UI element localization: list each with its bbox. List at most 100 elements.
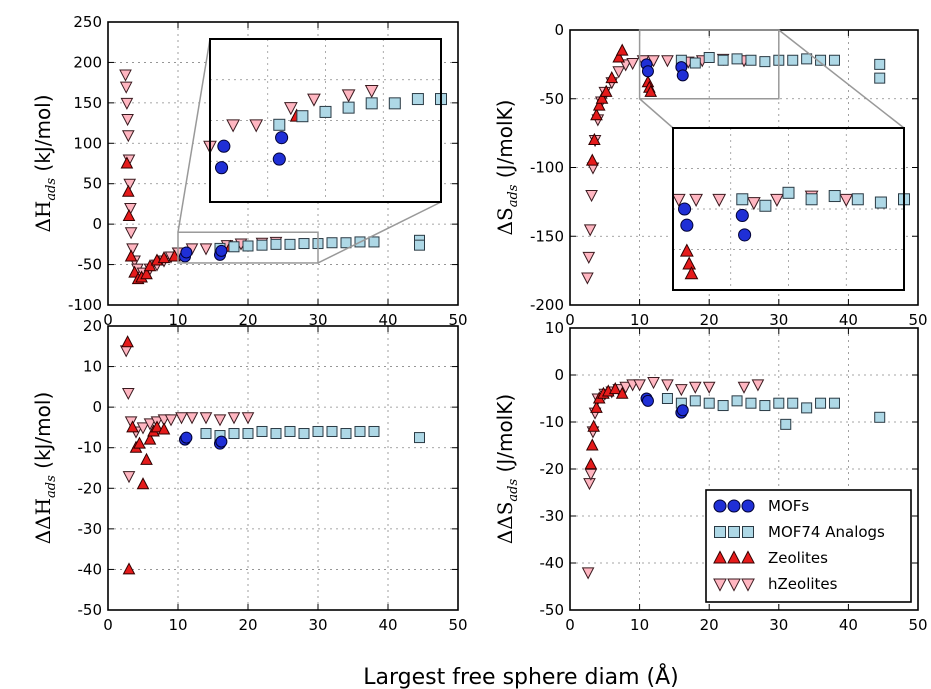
- y-axis-label-unit: (J/molK): [493, 394, 517, 479]
- y-tick-label: -30: [78, 520, 103, 538]
- data-point: [815, 54, 827, 66]
- data-point: [583, 478, 596, 491]
- data-point: [874, 72, 886, 84]
- y-axis-label-unit: (kJ/mol): [31, 392, 55, 475]
- data-point: [615, 386, 629, 399]
- data-point: [731, 395, 743, 407]
- y-axis-label: ΔHads (kJ/mol): [31, 94, 59, 232]
- inset-data-point: [735, 208, 749, 223]
- data-point: [874, 411, 886, 423]
- data-point: [703, 52, 715, 63]
- x-tick-label: 0: [103, 311, 113, 329]
- y-tick-label: 0: [92, 398, 102, 416]
- x-tick-label: 20: [238, 311, 257, 329]
- x-tick-label: 50: [908, 311, 927, 329]
- data-point: [599, 84, 613, 97]
- data-point: [583, 224, 597, 237]
- inset-data-point: [712, 193, 727, 207]
- data-point: [641, 394, 654, 407]
- y-tick-label: -40: [540, 554, 565, 572]
- data-point: [256, 239, 268, 251]
- y-axis-label: ΔΔHads (kJ/mol): [31, 392, 59, 545]
- data-point: [780, 418, 792, 430]
- data-point: [582, 251, 596, 264]
- data-point: [133, 436, 146, 449]
- zoom-connector: [639, 98, 674, 129]
- data-point: [647, 377, 660, 390]
- legend-marker: [713, 499, 727, 513]
- x-tick-label: 10: [630, 311, 649, 329]
- inset-data-point: [217, 139, 231, 153]
- legend-label: MOFs: [768, 497, 809, 515]
- inset-data-point: [365, 97, 378, 110]
- data-point: [180, 246, 193, 259]
- x-tick-label: 50: [908, 616, 927, 634]
- data-point: [340, 428, 352, 440]
- x-tick-label: 30: [769, 311, 788, 329]
- data-point: [676, 69, 689, 82]
- legend-marker: [714, 526, 726, 538]
- y-axis-label-unit: (kJ/mol): [31, 94, 55, 177]
- legend-label: Zeolites: [768, 549, 828, 567]
- legend-marker: [713, 578, 727, 592]
- panel-bottom-left: 0 10 20 30 40 50 -50 -40 -30 -20 -10 0 10 20 ΔΔHads (k…: [31, 317, 468, 634]
- inset-data-point: [679, 243, 694, 257]
- y-tick-label: 250: [73, 13, 102, 31]
- y-tick-label: 150: [73, 94, 102, 112]
- data-point: [717, 400, 729, 412]
- x-tick-label: 40: [839, 616, 858, 634]
- y-axis-label-main: ΔH: [31, 201, 55, 233]
- inset-data-point: [851, 193, 864, 206]
- data-point: [354, 425, 366, 437]
- figure-xlabel: Largest free sphere diam (Å): [363, 663, 679, 689]
- y-tick-label: 0: [92, 215, 102, 233]
- data-point: [759, 400, 771, 412]
- y-tick-label: 10: [545, 319, 564, 337]
- data-point: [689, 57, 701, 69]
- panel-top-left: 0 10 20 30 40 50 -100 -50 0 50 100 150 200 250 ΔHads (…: [31, 13, 468, 329]
- data-point: [587, 419, 600, 432]
- data-point: [136, 477, 150, 490]
- data-point: [124, 416, 138, 429]
- inset-data-point: [411, 93, 424, 106]
- inset-data-point: [839, 193, 854, 207]
- inset-data-point: [782, 186, 795, 199]
- data-point: [815, 397, 827, 409]
- data-point: [124, 249, 138, 262]
- data-point: [661, 393, 673, 404]
- y-tick-label: -40: [78, 560, 103, 578]
- y-tick-label: -30: [540, 507, 565, 525]
- x-tick-label: 0: [103, 616, 113, 634]
- data-point: [828, 54, 840, 66]
- inset-data-point: [364, 85, 379, 99]
- data-point: [801, 402, 813, 414]
- axes-frame: [107, 325, 459, 611]
- data-point: [256, 425, 268, 437]
- data-point: [136, 422, 150, 435]
- y-axis-label-subscript: ads: [506, 184, 521, 207]
- x-tick-label: 40: [839, 311, 858, 329]
- data-point: [703, 397, 715, 409]
- data-point: [121, 130, 135, 143]
- inset-data-point: [342, 101, 355, 114]
- inset-plot: [203, 38, 447, 203]
- data-point: [828, 397, 840, 409]
- data-point: [215, 244, 228, 257]
- y-tick-label: 20: [83, 317, 102, 335]
- data-point: [119, 345, 133, 358]
- data-point: [661, 379, 674, 392]
- inset-data-point: [680, 218, 694, 232]
- data-point: [119, 69, 132, 82]
- data-point: [590, 400, 603, 413]
- inset-data-point: [283, 102, 298, 116]
- x-tick-label: 40: [378, 616, 397, 634]
- inset-data-point: [273, 118, 286, 131]
- y-tick-label: -20: [540, 460, 565, 478]
- y-tick-label: -10: [78, 439, 103, 457]
- data-point: [688, 381, 702, 394]
- inset-frame: [209, 38, 442, 203]
- inset-data-point: [828, 190, 841, 203]
- legend-marker: [741, 578, 755, 592]
- data-point: [745, 54, 757, 66]
- data-point: [120, 156, 134, 169]
